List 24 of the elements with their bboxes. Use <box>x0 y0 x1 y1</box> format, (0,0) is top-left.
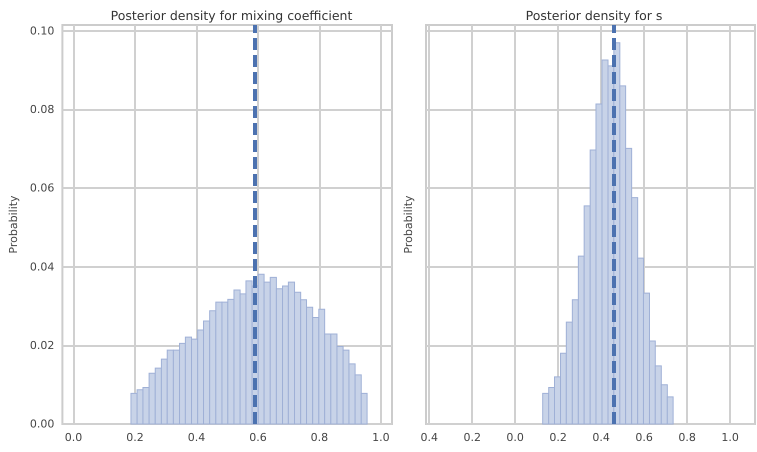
x-tick-label: 0.0 <box>64 431 82 444</box>
x-tick-label: 1.0 <box>721 431 739 444</box>
x-tick-label: 0.4 <box>420 431 438 444</box>
x-tick-label: 0.2 <box>463 431 481 444</box>
y-tick-label: 0.00 <box>30 418 54 430</box>
y-tick-label: 0.10 <box>30 24 54 38</box>
y-tick-label: 0.06 <box>30 182 54 195</box>
x-tick-label: 0.6 <box>635 431 653 444</box>
x-tick-label: 1.0 <box>372 431 390 444</box>
chart-title: Posterior density for mixing coefficient <box>110 8 352 23</box>
y-tick-label: 0.08 <box>30 103 54 116</box>
x-tick-label: 0.8 <box>678 431 696 444</box>
x-tick-label: 0.4 <box>592 431 610 444</box>
chart-title: Posterior density for s <box>526 8 662 23</box>
y-tick-label: 0.02 <box>30 338 54 352</box>
x-tick-label: 0.4 <box>188 431 206 444</box>
y-axis-title: Probability <box>7 194 20 254</box>
y-axis-title: Probability <box>402 194 415 254</box>
x-tick-label: 0.0 <box>506 431 524 444</box>
x-tick-label: 0.2 <box>549 431 567 444</box>
x-tick-label: 0.8 <box>310 431 328 444</box>
y-tick-label: 0.04 <box>30 260 54 274</box>
x-tick-label: 0.2 <box>126 431 144 444</box>
x-tick-label: 0.6 <box>249 431 267 444</box>
